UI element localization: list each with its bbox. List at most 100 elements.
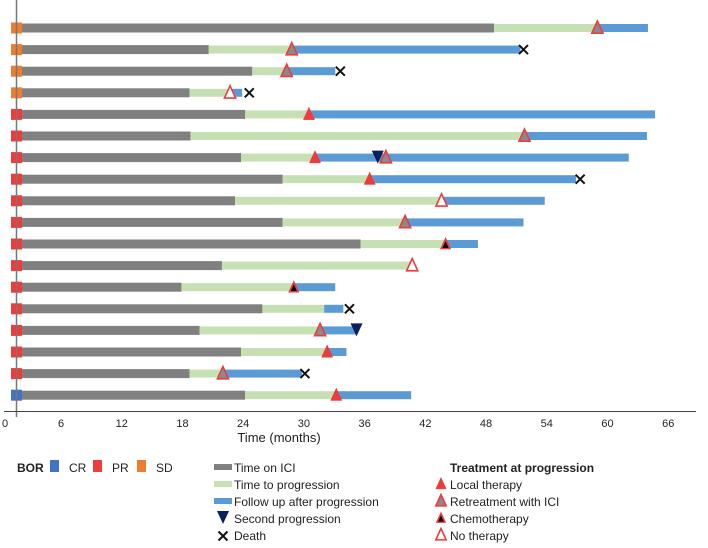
treatment-marker-chemo-inner: [442, 241, 449, 248]
patient-bars: [11, 19, 656, 401]
treatment-marker-local: [321, 344, 334, 358]
legend-bor-title: BOR: [17, 461, 44, 475]
follow-up-bar: [405, 218, 524, 227]
patient-row: [11, 213, 524, 229]
time-on-ici-bar: [16, 369, 190, 379]
legend-item-local: Local therapy: [435, 476, 522, 492]
time-on-ici-bar: [16, 282, 182, 292]
time-on-ici-bar: [16, 347, 242, 357]
x-tick-label: 30: [298, 418, 310, 430]
patient-row: [11, 256, 420, 272]
time-to-progression-bar: [262, 304, 325, 313]
legend-label: No therapy: [450, 529, 509, 543]
legend-retreatment-triangle-icon: [434, 492, 448, 507]
follow-up-bar: [597, 24, 648, 32]
follow-up-bar: [369, 175, 577, 184]
x-axis-label: Time (months): [237, 430, 320, 445]
follow-up-bar: [327, 348, 347, 356]
treatment-marker-local: [309, 149, 322, 164]
legend-bor-label: SD: [156, 461, 173, 475]
treatment-marker-retreatment: [379, 148, 393, 164]
time-to-progression-bar: [189, 369, 223, 378]
legend-swatch-follow_up: [214, 498, 232, 504]
follow-up-bar: [230, 88, 243, 97]
time-to-progression-bar: [282, 218, 406, 227]
follow-up-bar: [445, 240, 478, 248]
x-tick-label: 0: [2, 418, 8, 430]
legend-item-time_on_ici: Time on ICI: [214, 461, 296, 475]
patient-row: [11, 364, 311, 380]
time-to-progression-bar: [199, 326, 321, 335]
x-tick-label: 18: [176, 418, 188, 430]
legend-swatch-time_on_ici: [214, 464, 232, 470]
follow-up-bar: [286, 67, 336, 76]
time-on-ici-bar: [16, 174, 283, 184]
x-tick-label: 12: [116, 418, 128, 430]
treatment-marker-local: [302, 106, 315, 120]
legend-item-time_to_progression: Time to progression: [214, 478, 340, 492]
follow-up-bar: [308, 110, 656, 119]
time-on-ici-bar: [16, 88, 190, 98]
follow-up-bar: [324, 304, 344, 313]
patient-row: [11, 321, 363, 337]
treatment-marker-retreatment: [279, 62, 294, 78]
legend-treatment-title: Treatment at progression: [450, 461, 594, 475]
legend-bor-swatch-pr: [93, 460, 102, 472]
x-tick-label: 6: [58, 418, 64, 430]
death-marker: [344, 303, 355, 315]
time-on-ici-bar: [16, 261, 222, 271]
legend-none-triangle-icon: [434, 526, 448, 541]
death-marker: [335, 65, 346, 77]
treatment-marker-none: [405, 256, 420, 272]
legend-label: Death: [234, 529, 266, 543]
time-on-ici-bar: [16, 131, 191, 141]
time-on-ici-bar: [16, 196, 236, 206]
patient-row: [11, 106, 656, 120]
time-to-progression-bar: [189, 88, 231, 97]
time-to-progression-bar: [221, 261, 413, 270]
death-icon: [217, 530, 229, 542]
follow-up-bar: [336, 391, 412, 400]
second-progression-marker: [350, 323, 363, 337]
legend-item-follow_up: Follow up after progression: [214, 495, 379, 509]
follow-up-bar: [441, 196, 545, 205]
death-marker: [518, 44, 529, 55]
patient-row: [11, 344, 347, 358]
legend-label: Second progression: [234, 512, 341, 526]
treatment-marker-retreatment: [590, 19, 605, 35]
legend-label: Time to progression: [234, 478, 340, 492]
patient-row: [11, 148, 629, 164]
legend-label: Time on ICI: [234, 461, 296, 475]
time-on-ici-bar: [16, 109, 246, 119]
treatment-marker-none: [223, 83, 237, 99]
legend-chemo-triangle-icon-inner: [438, 515, 444, 522]
legend-item-none: No therapy: [434, 526, 509, 543]
legend-label: Chemotherapy: [450, 512, 529, 526]
x-tick-label: 54: [541, 418, 553, 430]
follow-up-bar: [291, 45, 521, 54]
time-to-progression-bar: [245, 391, 337, 400]
time-on-ici-bar: [16, 325, 200, 335]
treatment-marker-retreatment: [216, 364, 230, 380]
time-to-progression-bar: [241, 348, 328, 356]
follow-up-bar: [315, 153, 629, 162]
treatment-marker-retreatment: [313, 321, 327, 337]
patient-row: [11, 191, 545, 207]
time-on-ici-bar: [16, 66, 253, 76]
follow-up-bar: [524, 132, 647, 140]
legend-item-chemo: Chemotherapy: [435, 511, 529, 526]
time-to-progression-bar: [181, 283, 294, 292]
time-to-progression-bar: [241, 153, 316, 162]
time-to-progression-bar: [282, 175, 370, 184]
x-tick-label: 24: [237, 418, 249, 430]
time-to-progression-bar: [360, 240, 446, 248]
patient-row: [11, 303, 355, 315]
time-to-progression-bar: [245, 110, 309, 119]
follow-up-bar: [320, 326, 357, 335]
time-on-ici-bar: [16, 23, 495, 33]
legend-label: Local therapy: [450, 478, 522, 492]
treatment-marker-retreatment: [398, 213, 412, 229]
legend-swatch-time_to_progression: [214, 481, 232, 487]
patient-row: [11, 83, 255, 99]
patient-row: [11, 280, 336, 293]
